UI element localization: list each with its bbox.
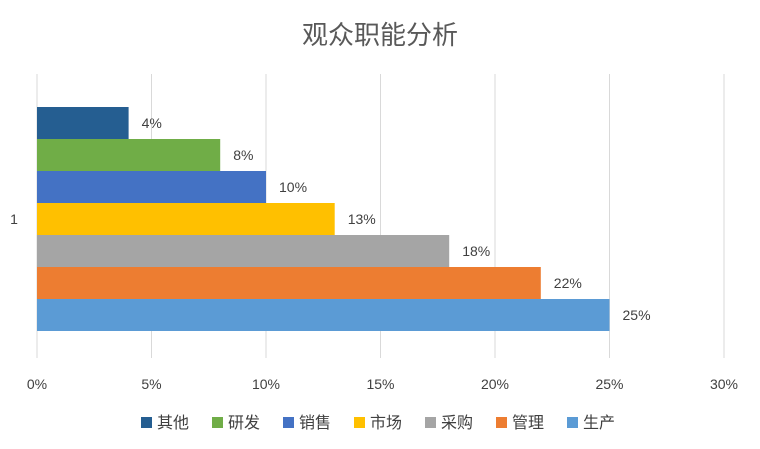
- bars: [37, 107, 610, 331]
- data-labels: 4% 8% 10% 13% 18% 22% 25%: [142, 115, 651, 323]
- legend-swatch: [425, 417, 436, 428]
- legend-label: 管理: [512, 413, 544, 432]
- legend: 其他 研发 销售 市场 采购 管理 生产: [141, 413, 615, 432]
- data-label: 22%: [554, 275, 582, 291]
- bar-销售: [37, 171, 266, 203]
- legend-item-采购: 采购: [425, 413, 473, 432]
- data-label: 18%: [462, 243, 490, 259]
- x-tick-label: 30%: [710, 376, 738, 392]
- legend-label: 研发: [228, 413, 260, 432]
- legend-swatch: [283, 417, 294, 428]
- x-tick-label: 25%: [595, 376, 623, 392]
- legend-label: 采购: [441, 413, 473, 432]
- legend-label: 生产: [583, 413, 615, 432]
- bar-市场: [37, 203, 335, 235]
- legend-swatch: [212, 417, 223, 428]
- legend-swatch: [354, 417, 365, 428]
- legend-item-研发: 研发: [212, 413, 260, 432]
- data-label: 4%: [142, 115, 162, 131]
- bar-研发: [37, 139, 221, 171]
- legend-swatch: [567, 417, 578, 428]
- x-tick-label: 20%: [481, 376, 509, 392]
- data-label: 25%: [623, 307, 651, 323]
- legend-item-其他: 其他: [141, 413, 189, 432]
- legend-swatch: [141, 417, 152, 428]
- legend-item-销售: 销售: [283, 413, 331, 432]
- bar-采购: [37, 235, 450, 267]
- legend-label: 销售: [299, 413, 331, 432]
- legend-item-市场: 市场: [354, 413, 402, 432]
- legend-label: 其他: [157, 413, 189, 432]
- data-label: 13%: [348, 211, 376, 227]
- legend-item-管理: 管理: [496, 413, 544, 432]
- legend-item-生产: 生产: [567, 413, 615, 432]
- axes: 0% 5% 10% 15% 20% 25% 30% 1: [10, 211, 738, 392]
- bar-其他: [37, 107, 129, 139]
- category-label: 1: [10, 211, 18, 227]
- data-label: 8%: [233, 147, 253, 163]
- x-tick-label: 0%: [27, 376, 47, 392]
- bar-管理: [37, 267, 541, 299]
- x-tick-label: 5%: [141, 376, 161, 392]
- bar-生产: [37, 299, 610, 331]
- legend-label: 市场: [370, 413, 402, 432]
- x-tick-label: 15%: [366, 376, 394, 392]
- data-label: 10%: [279, 179, 307, 195]
- legend-swatch: [496, 417, 507, 428]
- x-tick-label: 10%: [252, 376, 280, 392]
- chart-title: 观众职能分析: [302, 21, 458, 51]
